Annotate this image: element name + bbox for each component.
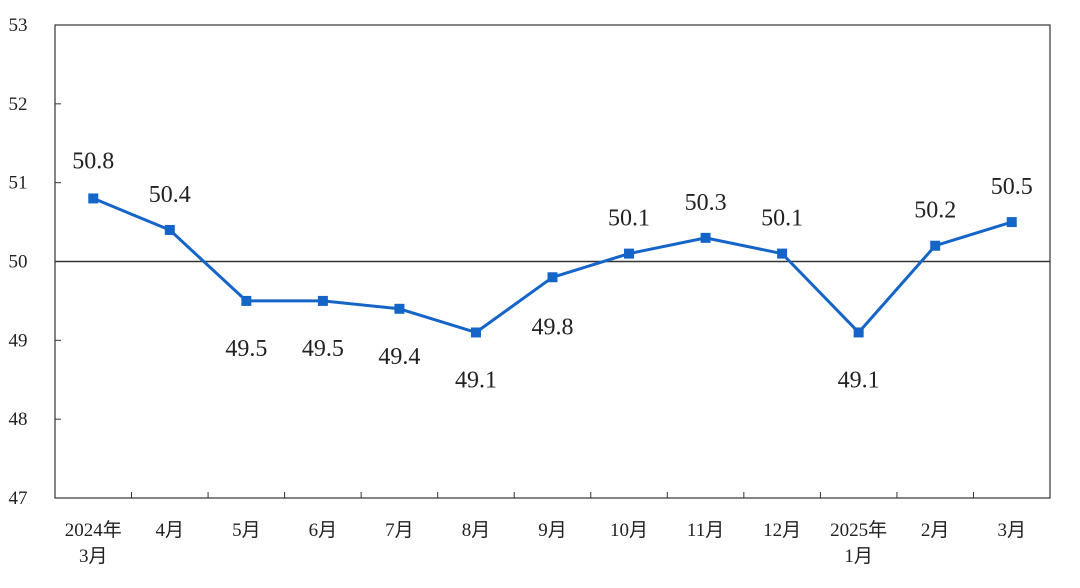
x-tick-label: 2月 <box>921 520 950 541</box>
data-label: 49.8 <box>532 314 574 340</box>
data-label: 50.1 <box>608 206 650 232</box>
data-label: 49.1 <box>838 367 880 393</box>
data-point-marker <box>853 327 864 338</box>
y-tick-label: 50 <box>9 252 28 273</box>
data-point-marker <box>700 232 711 243</box>
data-point-marker <box>164 224 175 235</box>
x-tick-label: 3月 <box>997 520 1026 541</box>
x-tick-label: 10月 <box>610 520 648 541</box>
y-tick-label: 49 <box>9 330 28 351</box>
data-label: 50.1 <box>761 206 803 232</box>
x-tick-label: 2024年 <box>65 519 122 541</box>
x-tick-label: 4月 <box>156 520 185 541</box>
data-point-marker <box>547 272 558 283</box>
data-label: 50.2 <box>914 198 956 224</box>
data-label: 49.5 <box>302 336 344 362</box>
y-tick-label: 48 <box>9 409 28 430</box>
data-point-marker <box>470 327 481 338</box>
x-tick-label: 12月 <box>763 520 801 541</box>
x-axis-ticks: 2024年 3月 4月 5月 6月 7月 8月 9月 10月 11月 12月 2025年 1月 2月 3月 <box>65 519 1026 567</box>
data-label: 50.4 <box>149 182 191 208</box>
x-tick-label: 7月 <box>385 520 414 541</box>
series-line <box>92 197 1013 334</box>
y-tick-label: 51 <box>9 173 28 194</box>
data-label: 50.5 <box>991 174 1033 200</box>
data-label: 49.1 <box>455 367 497 393</box>
data-label: 49.4 <box>378 344 420 370</box>
x-tick-label: 3月 <box>79 546 108 567</box>
data-point-marker <box>777 248 788 259</box>
data-point-marker <box>317 295 328 306</box>
data-label: 50.8 <box>72 148 114 174</box>
data-point-marker <box>930 240 941 251</box>
data-point-marker <box>88 193 99 204</box>
x-tick-label: 5月 <box>232 520 261 541</box>
x-tick-label: 11月 <box>687 520 724 541</box>
series-polyline <box>92 197 1013 334</box>
data-point-marker <box>394 303 405 314</box>
x-tick-label: 9月 <box>538 520 567 541</box>
data-label: 50.3 <box>685 190 727 216</box>
y-tick-label: 53 <box>9 15 28 36</box>
data-labels: 50.8 50.4 49.5 49.5 49.4 49.1 49.8 50.1 50.3 50.1… <box>72 148 1032 393</box>
series-markers <box>88 193 1017 338</box>
y-axis-ticks: 47 48 49 50 51 52 53 <box>9 15 28 509</box>
data-point-marker <box>624 248 635 259</box>
data-point-marker <box>1006 217 1017 228</box>
x-tick-label: 8月 <box>462 520 491 541</box>
data-label: 49.5 <box>225 336 267 362</box>
x-tick-label: 1月 <box>844 546 873 567</box>
y-tick-label: 52 <box>9 94 28 115</box>
y-tick-label: 47 <box>9 488 28 509</box>
x-tick-label: 2025年 <box>830 519 887 541</box>
x-tick-label: 6月 <box>309 520 338 541</box>
data-point-marker <box>241 295 252 306</box>
